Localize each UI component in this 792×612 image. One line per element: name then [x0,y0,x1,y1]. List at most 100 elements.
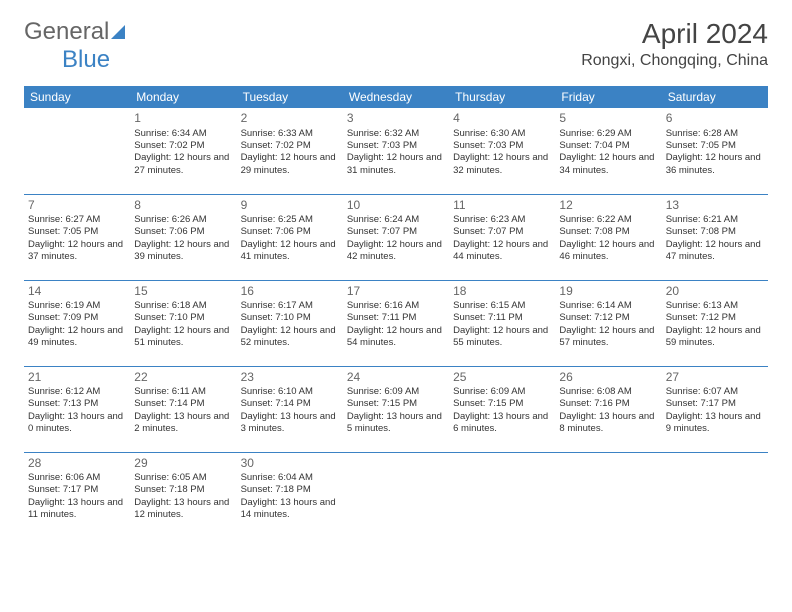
weekday-header: Friday [555,86,661,108]
calendar-cell: 30Sunrise: 6:04 AMSunset: 7:18 PMDayligh… [237,452,343,538]
day-number: 15 [134,284,232,300]
day-number: 22 [134,370,232,386]
day-number: 20 [666,284,764,300]
calendar-cell: 8Sunrise: 6:26 AMSunset: 7:06 PMDaylight… [130,194,236,280]
calendar-table: SundayMondayTuesdayWednesdayThursdayFrid… [24,86,768,538]
calendar-cell: 20Sunrise: 6:13 AMSunset: 7:12 PMDayligh… [662,280,768,366]
calendar-body: 1Sunrise: 6:34 AMSunset: 7:02 PMDaylight… [24,108,768,538]
calendar-cell: 15Sunrise: 6:18 AMSunset: 7:10 PMDayligh… [130,280,236,366]
sunset-text: Sunset: 7:14 PM [134,398,232,410]
weekday-header: Tuesday [237,86,343,108]
sunrise-text: Sunrise: 6:27 AM [28,214,126,226]
daylight-text: Daylight: 12 hours and 41 minutes. [241,239,339,264]
triangle-icon [111,25,125,39]
sunrise-text: Sunrise: 6:07 AM [666,386,764,398]
sunrise-text: Sunrise: 6:06 AM [28,472,126,484]
calendar-cell: 3Sunrise: 6:32 AMSunset: 7:03 PMDaylight… [343,108,449,194]
calendar-cell: 4Sunrise: 6:30 AMSunset: 7:03 PMDaylight… [449,108,555,194]
sunrise-text: Sunrise: 6:08 AM [559,386,657,398]
sunset-text: Sunset: 7:06 PM [241,226,339,238]
calendar-cell: 22Sunrise: 6:11 AMSunset: 7:14 PMDayligh… [130,366,236,452]
sunset-text: Sunset: 7:10 PM [241,312,339,324]
calendar-cell: 10Sunrise: 6:24 AMSunset: 7:07 PMDayligh… [343,194,449,280]
day-number: 2 [241,111,339,127]
calendar-row: 1Sunrise: 6:34 AMSunset: 7:02 PMDaylight… [24,108,768,194]
day-number: 21 [28,370,126,386]
calendar-cell: 9Sunrise: 6:25 AMSunset: 7:06 PMDaylight… [237,194,343,280]
calendar-cell: 6Sunrise: 6:28 AMSunset: 7:05 PMDaylight… [662,108,768,194]
sunset-text: Sunset: 7:12 PM [666,312,764,324]
sunrise-text: Sunrise: 6:28 AM [666,128,764,140]
daylight-text: Daylight: 13 hours and 9 minutes. [666,411,764,436]
daylight-text: Daylight: 12 hours and 57 minutes. [559,325,657,350]
daylight-text: Daylight: 12 hours and 27 minutes. [134,152,232,177]
weekday-header-row: SundayMondayTuesdayWednesdayThursdayFrid… [24,86,768,108]
daylight-text: Daylight: 12 hours and 39 minutes. [134,239,232,264]
weekday-header: Monday [130,86,236,108]
calendar-cell [24,108,130,194]
sunrise-text: Sunrise: 6:04 AM [241,472,339,484]
sunset-text: Sunset: 7:06 PM [134,226,232,238]
calendar-cell: 14Sunrise: 6:19 AMSunset: 7:09 PMDayligh… [24,280,130,366]
day-number: 16 [241,284,339,300]
calendar-row: 28Sunrise: 6:06 AMSunset: 7:17 PMDayligh… [24,452,768,538]
sunrise-text: Sunrise: 6:33 AM [241,128,339,140]
daylight-text: Daylight: 12 hours and 44 minutes. [453,239,551,264]
daylight-text: Daylight: 12 hours and 55 minutes. [453,325,551,350]
weekday-header: Thursday [449,86,555,108]
logo-text-1: General [24,18,109,45]
sunrise-text: Sunrise: 6:11 AM [134,386,232,398]
daylight-text: Daylight: 12 hours and 31 minutes. [347,152,445,177]
day-number: 17 [347,284,445,300]
calendar-cell: 12Sunrise: 6:22 AMSunset: 7:08 PMDayligh… [555,194,661,280]
sunrise-text: Sunrise: 6:26 AM [134,214,232,226]
day-number: 9 [241,198,339,214]
sunrise-text: Sunrise: 6:21 AM [666,214,764,226]
day-number: 1 [134,111,232,127]
sunset-text: Sunset: 7:03 PM [347,140,445,152]
calendar-cell: 7Sunrise: 6:27 AMSunset: 7:05 PMDaylight… [24,194,130,280]
weekday-header: Saturday [662,86,768,108]
daylight-text: Daylight: 12 hours and 59 minutes. [666,325,764,350]
daylight-text: Daylight: 12 hours and 49 minutes. [28,325,126,350]
sunrise-text: Sunrise: 6:19 AM [28,300,126,312]
calendar-cell: 24Sunrise: 6:09 AMSunset: 7:15 PMDayligh… [343,366,449,452]
daylight-text: Daylight: 13 hours and 0 minutes. [28,411,126,436]
sunset-text: Sunset: 7:16 PM [559,398,657,410]
sunrise-text: Sunrise: 6:30 AM [453,128,551,140]
day-number: 13 [666,198,764,214]
calendar-cell: 18Sunrise: 6:15 AMSunset: 7:11 PMDayligh… [449,280,555,366]
calendar-cell: 5Sunrise: 6:29 AMSunset: 7:04 PMDaylight… [555,108,661,194]
calendar-cell: 29Sunrise: 6:05 AMSunset: 7:18 PMDayligh… [130,452,236,538]
sunrise-text: Sunrise: 6:15 AM [453,300,551,312]
calendar-cell [555,452,661,538]
calendar-cell [343,452,449,538]
sunrise-text: Sunrise: 6:24 AM [347,214,445,226]
location: Rongxi, Chongqing, China [581,52,768,70]
day-number: 27 [666,370,764,386]
sunset-text: Sunset: 7:08 PM [666,226,764,238]
calendar-cell: 2Sunrise: 6:33 AMSunset: 7:02 PMDaylight… [237,108,343,194]
daylight-text: Daylight: 13 hours and 11 minutes. [28,497,126,522]
sunrise-text: Sunrise: 6:23 AM [453,214,551,226]
day-number: 6 [666,111,764,127]
sunset-text: Sunset: 7:14 PM [241,398,339,410]
calendar-cell: 21Sunrise: 6:12 AMSunset: 7:13 PMDayligh… [24,366,130,452]
weekday-header: Sunday [24,86,130,108]
daylight-text: Daylight: 12 hours and 37 minutes. [28,239,126,264]
day-number: 3 [347,111,445,127]
calendar-cell: 17Sunrise: 6:16 AMSunset: 7:11 PMDayligh… [343,280,449,366]
daylight-text: Daylight: 12 hours and 46 minutes. [559,239,657,264]
sunrise-text: Sunrise: 6:17 AM [241,300,339,312]
sunset-text: Sunset: 7:04 PM [559,140,657,152]
logo-text-2: Blue [62,46,110,73]
day-number: 11 [453,198,551,214]
sunset-text: Sunset: 7:17 PM [28,484,126,496]
calendar-cell: 27Sunrise: 6:07 AMSunset: 7:17 PMDayligh… [662,366,768,452]
sunrise-text: Sunrise: 6:13 AM [666,300,764,312]
sunrise-text: Sunrise: 6:32 AM [347,128,445,140]
day-number: 24 [347,370,445,386]
calendar-cell: 13Sunrise: 6:21 AMSunset: 7:08 PMDayligh… [662,194,768,280]
calendar-cell: 25Sunrise: 6:09 AMSunset: 7:15 PMDayligh… [449,366,555,452]
sunset-text: Sunset: 7:02 PM [241,140,339,152]
